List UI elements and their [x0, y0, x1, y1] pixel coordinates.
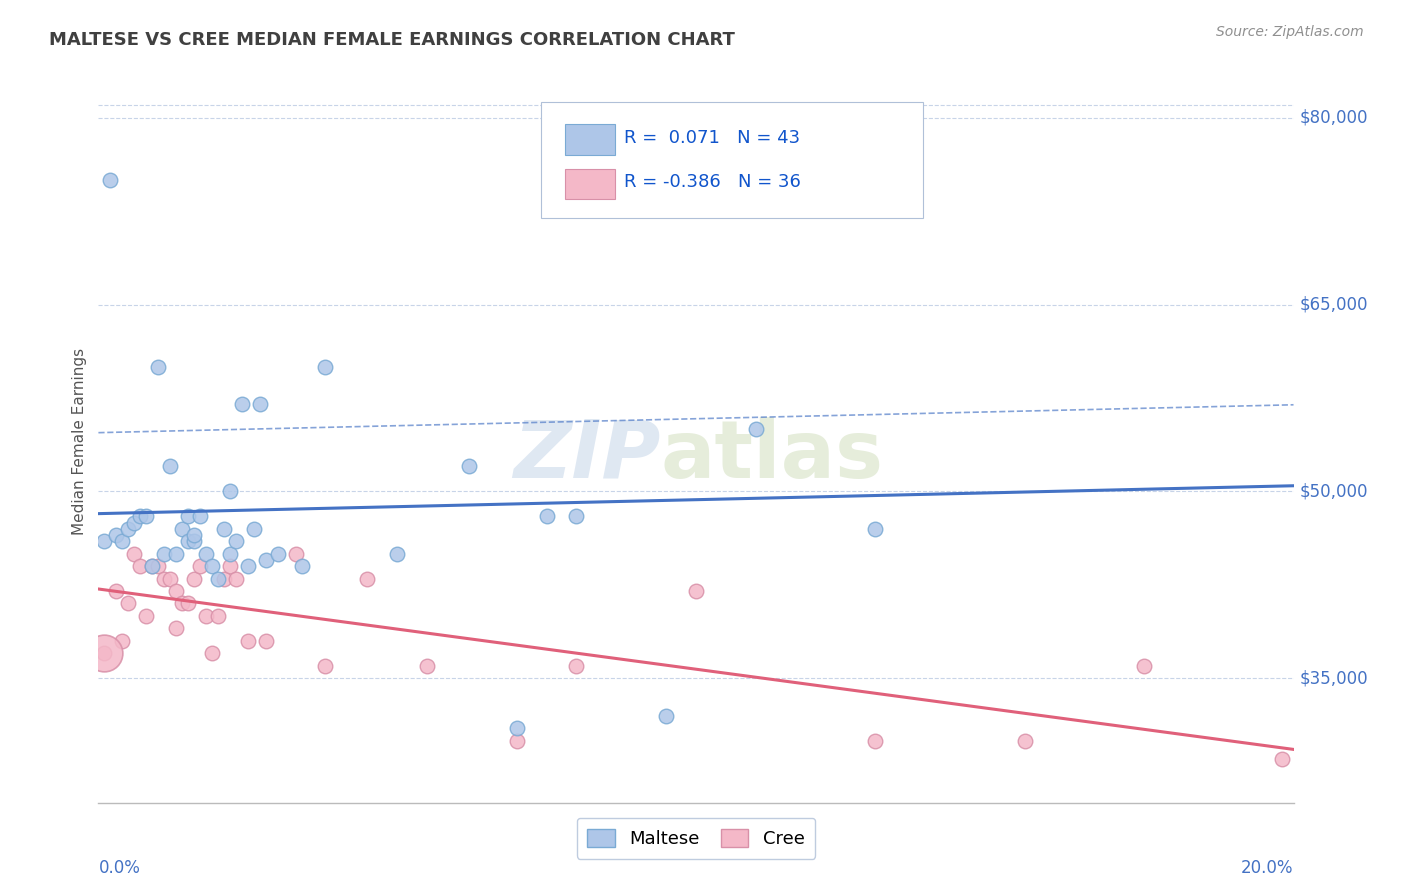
Text: 0.0%: 0.0%: [98, 859, 141, 877]
Text: $80,000: $80,000: [1299, 109, 1368, 127]
Point: [207, 572, 229, 586]
Point: [129, 509, 152, 524]
Point: [201, 646, 224, 660]
Point: [745, 422, 768, 436]
Point: [153, 572, 176, 586]
Point: [685, 584, 707, 599]
Point: [195, 547, 218, 561]
Point: [105, 528, 128, 542]
Point: [219, 547, 242, 561]
Point: [117, 522, 139, 536]
Text: atlas: atlas: [661, 417, 883, 495]
Point: [207, 609, 229, 624]
Point: [356, 572, 378, 586]
Point: [135, 509, 157, 524]
Point: [93, 534, 115, 549]
Point: [124, 547, 146, 561]
Point: [231, 397, 253, 411]
Point: [105, 584, 128, 599]
Point: [188, 509, 211, 524]
Point: [195, 609, 218, 624]
Point: [93, 646, 115, 660]
FancyBboxPatch shape: [541, 102, 922, 218]
Point: [165, 621, 187, 635]
Text: $50,000: $50,000: [1299, 483, 1368, 500]
Point: [225, 534, 247, 549]
Point: [565, 509, 588, 524]
Text: ZIP: ZIP: [513, 417, 661, 495]
Point: [865, 733, 887, 747]
Point: [315, 359, 337, 374]
Point: [655, 708, 678, 723]
Point: [129, 559, 152, 574]
Point: [1014, 733, 1036, 747]
Point: [291, 559, 314, 574]
Point: [267, 547, 290, 561]
Point: [284, 547, 307, 561]
Point: [111, 633, 134, 648]
Point: [536, 509, 558, 524]
Point: [172, 597, 194, 611]
Point: [183, 528, 205, 542]
Point: [201, 559, 224, 574]
Point: [506, 721, 529, 735]
Point: [172, 522, 194, 536]
Text: 20.0%: 20.0%: [1241, 859, 1294, 877]
Text: Source: ZipAtlas.com: Source: ZipAtlas.com: [1216, 25, 1364, 39]
Point: [111, 534, 134, 549]
Point: [865, 522, 887, 536]
Point: [124, 516, 146, 530]
Point: [385, 547, 409, 561]
Point: [219, 559, 242, 574]
Point: [219, 484, 242, 499]
Point: [458, 459, 481, 474]
Point: [1271, 752, 1294, 766]
Point: [254, 553, 277, 567]
Point: [188, 559, 211, 574]
Point: [148, 359, 170, 374]
Point: [141, 559, 163, 574]
Point: [135, 609, 157, 624]
Point: [159, 572, 181, 586]
Point: [506, 733, 529, 747]
Point: [183, 572, 205, 586]
Text: $35,000: $35,000: [1299, 669, 1368, 687]
Point: [153, 547, 176, 561]
Point: [148, 559, 170, 574]
Point: [315, 658, 337, 673]
Point: [565, 658, 588, 673]
Point: [98, 173, 122, 187]
Point: [159, 459, 181, 474]
Point: [177, 597, 200, 611]
Point: [183, 534, 205, 549]
FancyBboxPatch shape: [565, 169, 614, 199]
Point: [141, 559, 163, 574]
Point: [165, 584, 187, 599]
Point: [225, 572, 247, 586]
Point: [212, 572, 235, 586]
Point: [243, 522, 266, 536]
Text: R =  0.071   N = 43: R = 0.071 N = 43: [624, 128, 800, 146]
Point: [236, 559, 259, 574]
Text: R = -0.386   N = 36: R = -0.386 N = 36: [624, 173, 801, 191]
Point: [416, 658, 439, 673]
Text: MALTESE VS CREE MEDIAN FEMALE EARNINGS CORRELATION CHART: MALTESE VS CREE MEDIAN FEMALE EARNINGS C…: [49, 31, 735, 49]
Y-axis label: Median Female Earnings: Median Female Earnings: [72, 348, 87, 535]
Legend: Maltese, Cree: Maltese, Cree: [576, 818, 815, 859]
Point: [1133, 658, 1156, 673]
FancyBboxPatch shape: [565, 125, 614, 155]
Point: [249, 397, 271, 411]
Point: [93, 646, 115, 660]
Point: [655, 111, 678, 125]
Point: [254, 633, 277, 648]
Point: [117, 597, 139, 611]
Point: [177, 534, 200, 549]
Text: $65,000: $65,000: [1299, 295, 1368, 313]
Point: [212, 522, 235, 536]
Point: [177, 509, 200, 524]
Point: [165, 547, 187, 561]
Point: [236, 633, 259, 648]
